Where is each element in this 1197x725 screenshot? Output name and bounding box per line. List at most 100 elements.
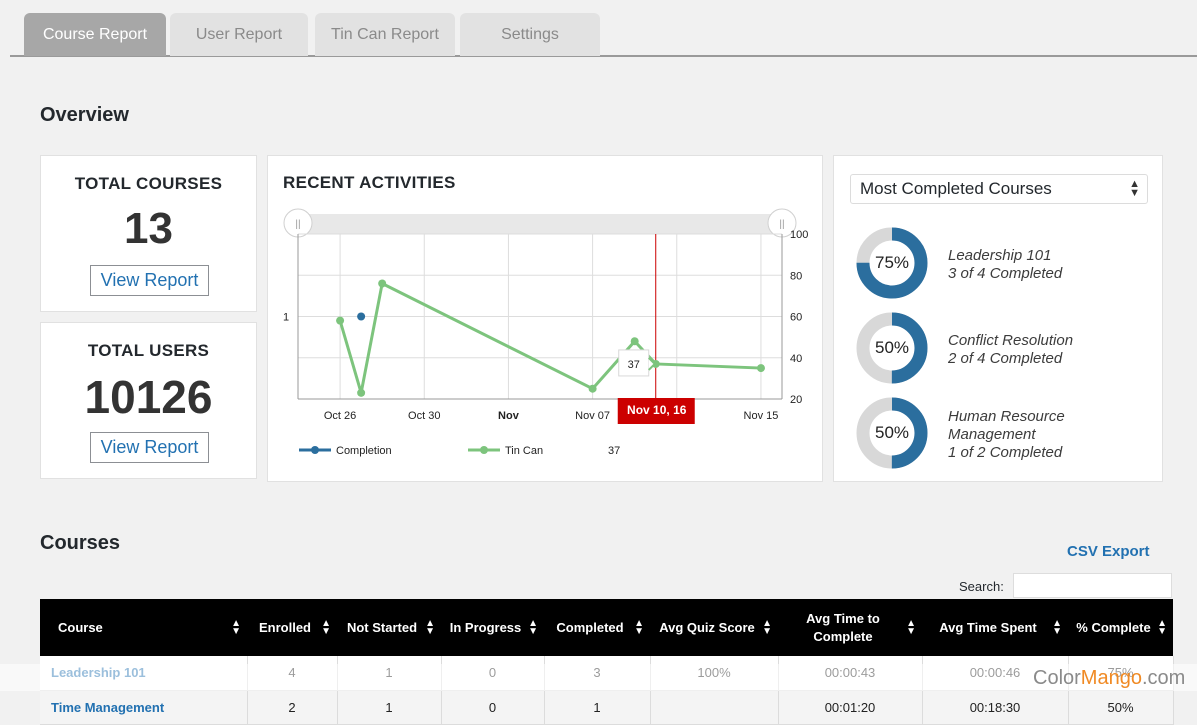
column-header-label: In Progress — [449, 619, 522, 635]
sort-icon[interactable]: ▲ ▼ — [1157, 617, 1167, 637]
total-users-view-report-button[interactable]: View Report — [90, 432, 209, 463]
completed-course-name: Leadership 101 — [948, 247, 1052, 264]
tab-tin-can-report[interactable]: Tin Can Report — [315, 13, 455, 56]
column-header-label: Course — [58, 619, 103, 635]
tooltip-pointer-icon — [648, 357, 657, 371]
progress-percent: 50% — [874, 423, 910, 442]
legend-tin-can-label: Tin Can — [505, 445, 543, 457]
y-tick-label: 20 — [790, 394, 802, 406]
table-cell: 1 — [544, 690, 651, 725]
progress-percent: 75% — [874, 253, 910, 272]
column-header[interactable]: Completed ▲ ▼ — [544, 599, 650, 656]
x-tick-label: Oct 30 — [408, 410, 440, 422]
tab-user-report[interactable]: User Report — [170, 13, 308, 56]
sort-icon[interactable]: ▲ ▼ — [906, 617, 916, 637]
column-header-label: Not Started — [346, 619, 418, 635]
range-slider-track — [298, 214, 782, 234]
sort-icon[interactable]: ▲ ▼ — [634, 617, 644, 637]
table-cell: 0 — [441, 690, 545, 725]
column-header[interactable]: Enrolled ▲ ▼ — [247, 599, 337, 656]
most-completed-select[interactable]: Most Completed Courses ▲ ▼ — [850, 174, 1148, 204]
completed-course-name-line2: Management — [948, 426, 1036, 443]
table-cell: 50% — [1068, 690, 1174, 725]
highlight-date-label: Nov 10, 16 — [627, 403, 687, 417]
completed-course-name: Human Resource — [948, 408, 1065, 425]
recent-activities-card: RECENT ACTIVITIES || || 20 40 60 80 100 1 Oct 26… — [267, 155, 823, 482]
sort-icon[interactable]: ▲ ▼ — [762, 617, 772, 637]
progress-ring — [856, 227, 928, 299]
tin-can-line — [338, 282, 762, 395]
sort-icon[interactable]: ▲ ▼ — [231, 617, 241, 637]
x-tick-label: Nov — [498, 410, 520, 422]
sort-icon[interactable]: ▲ ▼ — [321, 617, 331, 637]
total-courses-label: TOTAL COURSES — [74, 174, 223, 193]
legend-value: 37 — [608, 445, 620, 457]
column-header[interactable]: Avg Time Spent ▲ ▼ — [922, 599, 1068, 656]
table-cell: 2 — [247, 690, 338, 725]
search-label: Search: — [959, 579, 1004, 594]
recent-activities-title: RECENT ACTIVITIES — [283, 173, 456, 192]
sort-icon[interactable]: ▲ ▼ — [528, 617, 538, 637]
chart-tooltip-value: 37 — [628, 359, 640, 371]
tin-can-point — [630, 337, 639, 346]
completed-course-item: 75% Leadership 101 3 of 4 Completed — [856, 227, 1156, 299]
total-courses-value: 13 — [124, 204, 173, 253]
courses-heading: Courses — [40, 532, 121, 554]
completed-course-count: 1 of 2 Completed — [948, 444, 1063, 461]
table-cell — [650, 690, 779, 725]
column-header[interactable]: Avg Time to Complete ▲ ▼ — [778, 599, 922, 656]
tin-can-point — [588, 384, 597, 393]
slider-grip-icon: || — [779, 219, 784, 230]
tin-can-point — [756, 364, 765, 373]
completed-course-name: Conflict Resolution — [948, 332, 1074, 349]
x-tick-label: Nov 07 — [575, 410, 610, 422]
column-header[interactable]: Not Started ▲ ▼ — [337, 599, 441, 656]
y-left-tick-label: 1 — [283, 312, 289, 324]
total-users-card: TOTAL USERS 10126 View Report — [40, 322, 257, 479]
tin-can-point — [357, 388, 366, 397]
most-completed-card: Most Completed Courses ▲ ▼ 75% Leadership… — [833, 155, 1163, 482]
y-tick-label: 40 — [790, 353, 802, 365]
y-tick-label: 100 — [790, 229, 808, 241]
sort-icon[interactable]: ▲ ▼ — [425, 617, 435, 637]
completed-course-count: 2 of 4 Completed — [948, 350, 1063, 367]
courses-table: Course ▲ ▼ Enrolled ▲ ▼ Not Started ▲ ▼ In Pro… — [40, 599, 1174, 725]
most-completed-select-label: Most Completed Courses — [860, 179, 1052, 198]
highlight-date-badge — [617, 398, 695, 424]
x-tick-label: Nov 15 — [744, 410, 779, 422]
completed-course-item: 50% Human Resource Management 1 of 2 Com… — [856, 397, 1156, 469]
y-tick-label: 60 — [790, 312, 802, 324]
watermark-band — [0, 664, 1197, 691]
x-tick-label: Oct 26 — [324, 410, 356, 422]
total-users-value: 10126 — [84, 371, 213, 423]
tab-course-report[interactable]: Course Report — [24, 13, 166, 56]
total-courses-view-report-button[interactable]: View Report — [90, 265, 209, 296]
column-header[interactable]: % Complete ▲ ▼ — [1068, 599, 1173, 656]
legend-completion-marker — [311, 446, 319, 454]
completed-course-info: Human Resource Management 1 of 2 Complet… — [948, 408, 1065, 462]
completed-course-info: Conflict Resolution 2 of 4 Completed — [948, 332, 1073, 368]
select-arrows-icon: ▲ ▼ — [1129, 178, 1140, 199]
completed-course-item: 50% Conflict Resolution 2 of 4 Completed — [856, 312, 1156, 384]
tab-settings[interactable]: Settings — [460, 13, 600, 56]
csv-export-link[interactable]: CSV Export — [1067, 543, 1150, 560]
column-header[interactable]: In Progress ▲ ▼ — [441, 599, 544, 656]
completion-point — [357, 312, 366, 321]
column-header[interactable]: Avg Quiz Score ▲ ▼ — [650, 599, 778, 656]
course-name-link[interactable]: Time Management — [40, 690, 248, 725]
progress-ring — [856, 312, 928, 384]
table-header-row: Course ▲ ▼ Enrolled ▲ ▼ Not Started ▲ ▼ In Pro… — [40, 599, 1173, 656]
legend-tin-can-marker — [480, 446, 488, 454]
watermark-text: .com — [1141, 667, 1186, 689]
legend-completion-label: Completion — [336, 445, 392, 457]
column-header-label: Completed — [556, 619, 624, 635]
y-tick-label: 80 — [790, 270, 802, 282]
table-cell: 00:18:30 — [922, 690, 1069, 725]
search-input[interactable] — [1013, 573, 1172, 598]
sort-icon[interactable]: ▲ ▼ — [1052, 617, 1062, 637]
column-header-label: Avg Quiz Score — [659, 619, 755, 635]
column-header-label: % Complete — [1076, 619, 1151, 635]
tin-can-point — [336, 316, 345, 325]
overview-heading: Overview — [40, 104, 129, 126]
column-header[interactable]: Course ▲ ▼ — [40, 599, 247, 656]
